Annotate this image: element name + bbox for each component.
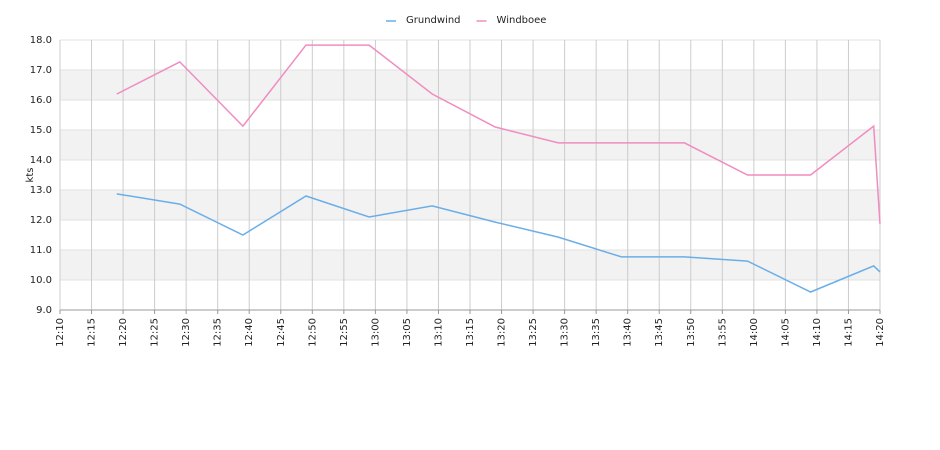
y-tick-label: 11.0 [30,245,52,256]
legend-label: Windboee [497,15,547,26]
x-tick-label: 13:50 [686,318,697,347]
y-tick-label: 14.0 [30,155,52,166]
y-tick-label: 15.0 [30,125,52,136]
x-tick-label: 13:35 [591,318,602,347]
x-tick-label: 13:20 [497,318,508,347]
x-tick-label: 13:40 [623,318,634,347]
x-tick-label: 14:00 [749,318,760,347]
x-tick-label: 13:15 [465,318,476,347]
x-tick-label: 13:10 [433,318,444,347]
y-axis-label: kts [25,168,36,183]
x-tick-label: 13:45 [654,318,665,347]
y-tick-label: 9.0 [36,305,52,316]
x-tick-label: 12:15 [87,318,98,347]
data-line [116,193,881,293]
y-tick-label: 16.0 [30,95,52,106]
x-tick-label: 12:30 [181,318,192,347]
x-tick-label: 12:55 [339,318,350,347]
y-tick-label: 10.0 [30,275,52,286]
y-tick-label: 18.0 [30,35,52,46]
x-tick-label: 14:05 [780,318,791,347]
y-tick-label: 12.0 [30,215,52,226]
x-tick-label: 13:00 [370,318,381,347]
x-tick-label: 12:20 [118,318,129,347]
y-tick-label: 17.0 [30,65,52,76]
data-line [116,44,881,224]
legend-label: Grundwind [406,15,461,26]
x-tick-label: 12:10 [55,318,66,347]
x-tick-label: 12:35 [213,318,224,347]
x-tick-label: 13:05 [402,318,413,347]
y-tick-label: 13.0 [30,185,52,196]
x-tick-label: 13:25 [528,318,539,347]
x-tick-label: 12:45 [276,318,287,347]
x-tick-label: 12:40 [244,318,255,347]
x-tick-label: 14:10 [812,318,823,347]
x-tick-label: 12:25 [150,318,161,347]
x-tick-label: 12:50 [307,318,318,347]
x-tick-label: 14:20 [875,318,886,347]
x-tick-label: 13:55 [717,318,728,347]
x-tick-label: 14:15 [843,318,854,347]
x-tick-label: 13:30 [560,318,571,347]
